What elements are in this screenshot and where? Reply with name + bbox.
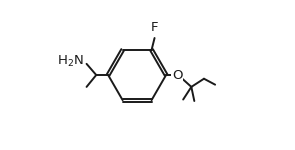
Text: H$_2$N: H$_2$N	[57, 54, 84, 69]
Text: O: O	[172, 69, 183, 81]
Text: F: F	[151, 21, 158, 34]
